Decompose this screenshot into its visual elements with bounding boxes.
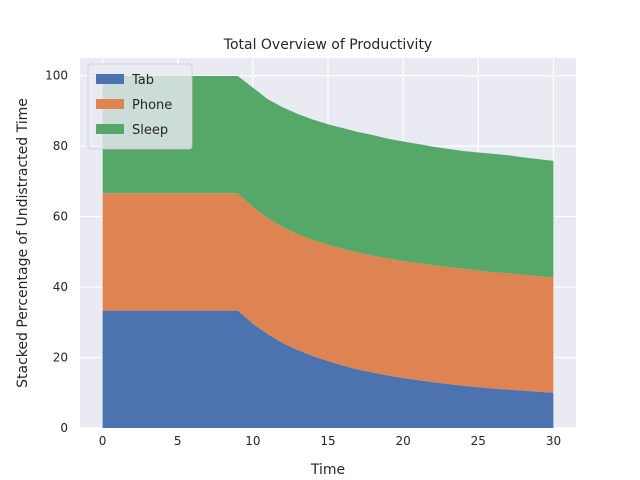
legend-swatch-sleep <box>96 124 124 134</box>
area-tab <box>102 310 554 428</box>
y-tick-label: 80 <box>53 139 68 153</box>
x-tick-label: 30 <box>546 434 561 448</box>
legend-label-phone: Phone <box>132 98 172 113</box>
x-tick-label: 15 <box>320 434 335 448</box>
x-axis-ticks: 0 5 10 15 20 25 30 <box>99 434 561 448</box>
legend-swatch-tab <box>96 74 124 84</box>
x-tick-label: 25 <box>471 434 486 448</box>
y-tick-label: 0 <box>60 421 68 435</box>
x-tick-label: 5 <box>174 434 182 448</box>
stacked-areas <box>102 75 554 428</box>
legend-swatch-phone <box>96 99 124 109</box>
legend-label-tab: Tab <box>131 73 154 88</box>
x-tick-label: 10 <box>245 434 260 448</box>
y-tick-label: 20 <box>53 351 68 365</box>
y-tick-label: 60 <box>53 210 68 224</box>
x-axis-label: Time <box>310 462 345 478</box>
x-tick-label: 0 <box>99 434 107 448</box>
y-axis-ticks: 0 20 40 60 80 100 <box>45 69 68 435</box>
legend: Tab Phone Sleep <box>87 63 193 150</box>
y-tick-label: 40 <box>53 280 68 294</box>
x-tick-label: 20 <box>396 434 411 448</box>
legend-label-sleep: Sleep <box>132 123 168 138</box>
y-axis-label: Stacked Percentage of Undistracted Time <box>15 98 31 388</box>
area-sleep <box>102 75 554 278</box>
y-tick-label: 100 <box>45 69 68 83</box>
area-phone <box>102 193 554 393</box>
chart-title: Total Overview of Productivity <box>223 37 432 53</box>
